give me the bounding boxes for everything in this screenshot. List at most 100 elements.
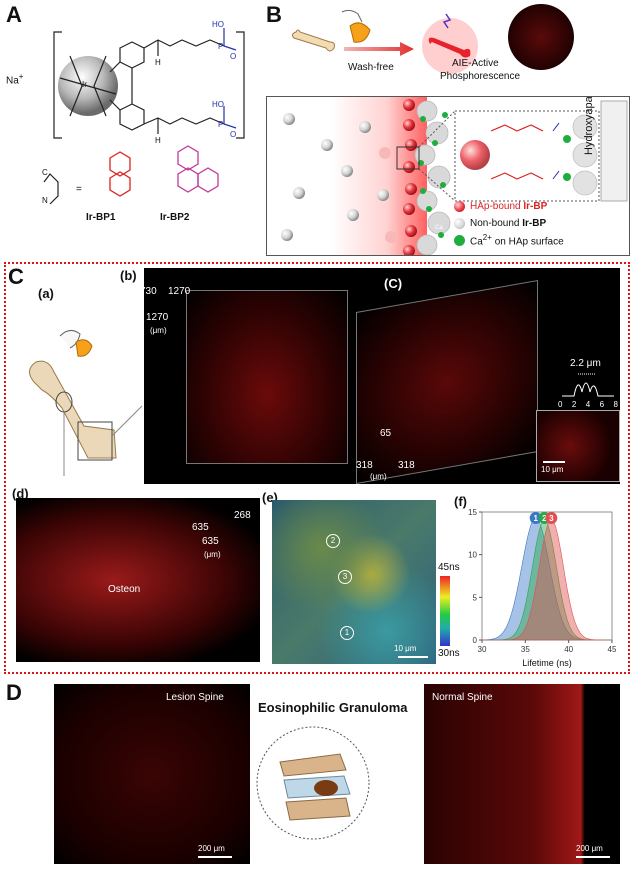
sub-f-label: (f) (454, 494, 467, 509)
sub-a-label: (a) (38, 286, 54, 301)
volume-c-render (356, 279, 538, 485)
peak-tick-4: 8 (613, 400, 618, 409)
panel-a-label: A (6, 2, 22, 27)
c-axis-v3: 318 (356, 460, 373, 471)
panel-e-flim-image: 2 3 1 10 μm (272, 500, 436, 664)
zoom-inset: 10 μm (536, 410, 620, 482)
sub-d-label: (d) (12, 486, 29, 501)
lesion-scale-label: 200 μm (198, 844, 225, 853)
d-axis-unit: (μm) (204, 550, 221, 559)
panel-d-label: D (6, 680, 22, 705)
legend-text-non-bound: Non-bound Ir-BP (470, 218, 547, 229)
ligand-n-label: N (42, 196, 48, 205)
amide-h-top: H (155, 58, 161, 67)
green-ca-icon (454, 235, 465, 246)
series-marker-label-3: 3 (549, 514, 554, 523)
c-axis-v1: 65 (380, 428, 392, 439)
e-point-2: 2 (326, 534, 340, 548)
b-axis-v2: 1270 (168, 286, 191, 297)
panel-c-label: C (8, 264, 24, 289)
x-tick-label: 30 (478, 645, 487, 654)
peak-tick-1: 2 (571, 400, 577, 409)
histogram-series-3 (482, 519, 612, 641)
x-axis-label: Lifetime (ns) (522, 658, 572, 668)
peak-tick-3: 6 (599, 400, 605, 409)
colorbar-max-label: 45ns (438, 562, 460, 573)
peak-profile-plot (562, 373, 614, 397)
e-point-3: 3 (338, 570, 352, 584)
lifetime-histogram: 1 2 3 30 35 40 45 0 5 10 15 Lifetime (ns) (468, 508, 617, 668)
d-axis-v3: 635 (202, 536, 219, 547)
c-axis-v2: 318 (398, 460, 415, 471)
legend-text-ca: Ca2+ on HAp surface (470, 233, 564, 248)
peak-distance-label: 2.2 μm (570, 358, 601, 369)
legend-item-ca: Ca2+ on HAp surface (454, 232, 564, 249)
spine-illustration (256, 726, 370, 840)
binding-schematic: Ca Hydroxyapatites (266, 96, 630, 256)
panel-c-frame (4, 262, 630, 674)
d-axis-v2: 635 (192, 522, 209, 533)
x-tick-label: 35 (521, 645, 530, 654)
sub-c-label: (C) (384, 276, 403, 291)
normal-title: Normal Spine (432, 692, 493, 703)
y-tick-label: 5 (473, 593, 478, 602)
process-arrow (344, 42, 414, 56)
series-marker-3 (545, 512, 558, 524)
y-tick-label: 15 (468, 508, 477, 517)
sub-b-label: (b) (120, 268, 137, 283)
phospho-top-o: O (230, 52, 237, 61)
panel-b-legend: HAp-bound Ir-BP Non-bound Ir-BP Ca2+ on … (454, 198, 564, 249)
e-scale-bar (398, 656, 428, 658)
volume-b-render (186, 290, 348, 464)
ir-atom-label: Ir (82, 80, 87, 89)
compound-name-bp1: Ir-BP1 (86, 212, 116, 223)
aie-label-line1: AIE-Active (452, 58, 499, 69)
phospho-top-ho: HO (212, 20, 224, 29)
lesion-spine-image: Lesion Spine 200 μm (54, 684, 250, 864)
e-scale-label: 10 μm (394, 644, 417, 653)
lifetime-colorbar (440, 576, 450, 646)
panel-b-label: B (266, 2, 282, 27)
d-axis-v1: 268 (234, 510, 251, 521)
ir-bp-structure (43, 28, 245, 205)
red-sphere-icon (454, 201, 465, 212)
bone-micrograph-circle (508, 4, 574, 70)
b-axis-v1: 730 (140, 286, 157, 297)
lesion-scale-bar (198, 856, 232, 858)
wash-free-label: Wash-free (348, 62, 394, 73)
peak-tick-2: 4 (585, 400, 591, 409)
glowing-bone-icon (422, 13, 478, 74)
colorbar-min-label: 30ns (438, 648, 460, 659)
compound-name-bp2: Ir-BP2 (160, 212, 190, 223)
osteon-label: Osteon (108, 584, 141, 595)
eosinophilic-title: Eosinophilic Granuloma (258, 700, 408, 715)
phospho-bottom-ho: HO (212, 100, 224, 109)
b-axis-v3: 1270 (146, 312, 169, 323)
normal-spine-image: Normal Spine 200 μm (424, 684, 620, 864)
dropper-hand-icon (341, 9, 371, 43)
equals-sign: = (76, 184, 82, 195)
normal-scale-bar (576, 856, 610, 858)
phospho-top-p: P (218, 42, 224, 51)
inset-scale-bar (543, 461, 565, 463)
series-marker-1 (529, 512, 542, 524)
histogram-frame (481, 511, 613, 641)
b-axis-unit: (μm) (150, 326, 167, 335)
inset-scale-label: 10 μm (541, 465, 564, 474)
y-tick-label: 0 (473, 636, 478, 645)
x-tick-label: 40 (564, 645, 573, 654)
phospho-bottom-p: P (218, 120, 224, 129)
peak-tick-0: 0 (558, 400, 563, 409)
na-ion: Na+ (6, 72, 24, 87)
series-marker-label-1: 1 (534, 514, 539, 523)
aie-label-line2: Phosphorescence (440, 71, 521, 82)
series-marker-label-2: 2 (542, 514, 547, 523)
panel-bc-image: (b) 730 1270 1270 (μm) (C) 65 318 318 (μ… (120, 268, 620, 485)
hydroxyapatites-label: Hydroxyapatites (583, 96, 595, 155)
bone-icon (291, 29, 335, 52)
legend-item-non-bound: Non-bound Ir-BP (454, 215, 564, 232)
legend-text-hap-bound: HAp-bound Ir-BP (470, 201, 548, 212)
normal-scale-label: 200 μm (576, 844, 603, 853)
amide-h-bottom: H (155, 136, 161, 145)
panel-d-image: Osteon 268 635 635 (μm) (16, 498, 260, 662)
